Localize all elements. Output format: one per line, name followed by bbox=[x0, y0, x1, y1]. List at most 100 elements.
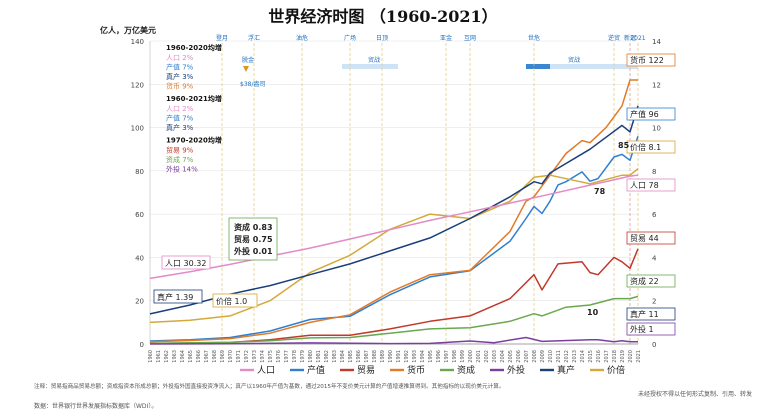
y-left-tick: 40 bbox=[135, 254, 144, 262]
x-tick: 2004 bbox=[500, 350, 506, 363]
legend: 人口 产值 贸易 货币 资成 外投 真产 价倍 bbox=[240, 364, 625, 376]
x-tick: 1999 bbox=[460, 350, 466, 363]
stat-item: 人口 2% bbox=[166, 105, 194, 113]
stat-item: 产值 7% bbox=[166, 63, 194, 72]
x-tick: 1995 bbox=[428, 350, 434, 363]
x-tick: 1967 bbox=[204, 350, 210, 363]
end-label: 货币 122 bbox=[630, 55, 664, 65]
x-tick: 2014 bbox=[580, 350, 586, 363]
chart-title: 世界经济时图 （1960-2021） bbox=[268, 7, 497, 26]
y-left-tick: 60 bbox=[135, 211, 144, 219]
x-tick: 2011 bbox=[556, 350, 562, 363]
start-label: 价倍 1.0 bbox=[216, 296, 247, 306]
x-tick: 1978 bbox=[292, 350, 298, 363]
x-tick: 1971 bbox=[236, 350, 242, 363]
band-2010s-dark bbox=[526, 64, 550, 69]
x-tick: 2017 bbox=[604, 350, 610, 363]
y-left-tick: 140 bbox=[131, 38, 144, 46]
end-label: 贸易 44 bbox=[630, 233, 659, 243]
series-line-trade bbox=[149, 248, 639, 345]
x-tick: 1983 bbox=[332, 350, 338, 363]
x-tick: 2015 bbox=[588, 350, 594, 363]
x-tick: 1972 bbox=[244, 350, 250, 363]
y-right-tick: 0 bbox=[652, 341, 656, 349]
stat-item: 真产 3% bbox=[166, 72, 194, 81]
stat-item: 外投 14% bbox=[166, 165, 198, 174]
stat-item: 货币 9% bbox=[166, 82, 194, 91]
x-tick: 2020 bbox=[628, 350, 634, 363]
x-tick: 1998 bbox=[452, 350, 458, 363]
x-tick: 1969 bbox=[220, 350, 226, 363]
legend-label: 真产 bbox=[557, 364, 575, 376]
series-line-capital bbox=[149, 295, 639, 345]
end-label: 人口 78 bbox=[630, 181, 659, 190]
y-left-tick: 80 bbox=[135, 168, 144, 176]
event-label: 浮汇 bbox=[248, 34, 260, 42]
stat-item: 产值 7% bbox=[166, 114, 194, 123]
callout-value: 10 bbox=[587, 308, 599, 317]
x-tick: 2002 bbox=[484, 350, 490, 363]
start-label-box bbox=[212, 293, 258, 308]
x-tick: 1961 bbox=[156, 350, 162, 363]
y-right-tick: 12 bbox=[652, 81, 661, 89]
end-label: 真产 11 bbox=[630, 309, 659, 319]
y-right-tick: 8 bbox=[652, 168, 656, 176]
end-label-box bbox=[626, 178, 676, 192]
gold-note-arrow bbox=[243, 66, 249, 72]
legend-label: 产值 bbox=[307, 364, 325, 376]
stat-header: 1960-2021均增 bbox=[166, 94, 222, 103]
x-tick: 1989 bbox=[380, 350, 386, 363]
x-tick: 2001 bbox=[476, 350, 482, 363]
start-label-box bbox=[153, 289, 203, 304]
callout-value: 85 bbox=[618, 141, 630, 150]
x-tick: 1988 bbox=[372, 350, 378, 363]
start-box bbox=[228, 217, 278, 261]
chart-source: 数据：世界银行世界发展指标数据库（WDI）。 bbox=[34, 402, 157, 410]
end-label-box bbox=[626, 322, 676, 336]
x-tick: 2012 bbox=[564, 350, 570, 363]
stat-item: 资成 7% bbox=[166, 155, 194, 164]
end-label: 产值 96 bbox=[630, 109, 659, 119]
event-label: 互网 bbox=[464, 35, 476, 42]
x-tick: 2006 bbox=[516, 350, 522, 363]
x-tick: 2003 bbox=[492, 350, 498, 363]
x-tick: 2005 bbox=[508, 350, 514, 363]
legend-label: 外投 bbox=[507, 364, 525, 376]
y-left-tick: 120 bbox=[131, 81, 144, 89]
stat-header: 1970-2020均增 bbox=[166, 136, 222, 145]
x-tick: 1992 bbox=[404, 350, 410, 363]
event-label: 登月 bbox=[216, 34, 228, 42]
x-tick: 1996 bbox=[436, 350, 442, 363]
series-line-gdp bbox=[149, 135, 639, 342]
event-label: 2021 bbox=[630, 35, 645, 42]
y-right-tick: 2 bbox=[652, 298, 656, 306]
event-label: 油危 bbox=[296, 34, 308, 42]
x-tick: 1965 bbox=[188, 350, 194, 363]
event-label: 世危 bbox=[528, 34, 540, 42]
x-tick: 1968 bbox=[212, 350, 218, 363]
x-tick: 1985 bbox=[348, 350, 354, 363]
y-right-tick: 10 bbox=[652, 125, 661, 133]
start-box-line: 贸易 0.75 bbox=[234, 234, 273, 244]
x-tick: 1974 bbox=[260, 350, 266, 363]
series-lines bbox=[149, 79, 639, 345]
callout-value: 78 bbox=[594, 187, 606, 196]
event-label: 广场 bbox=[344, 34, 356, 42]
band-label: 贸战 bbox=[368, 56, 380, 64]
x-tick: 1994 bbox=[420, 350, 426, 363]
series-line-pop bbox=[149, 174, 639, 280]
start-box-line: 外投 0.01 bbox=[234, 246, 273, 256]
start-label: 人口 30.32 bbox=[165, 259, 206, 268]
end-label: 价倍 8.1 bbox=[630, 142, 661, 152]
stat-item: 贸易 9% bbox=[166, 146, 194, 155]
x-tick: 1997 bbox=[444, 350, 450, 363]
chart-note: 注释：贸易指商品贸易总额；资成指资本形成总额；外投指外国直接投资净流入；真产以1… bbox=[34, 382, 504, 390]
x-tick: 2008 bbox=[532, 350, 538, 363]
x-tick: 1964 bbox=[180, 350, 186, 363]
legend-label: 资成 bbox=[457, 364, 475, 376]
x-tick: 1993 bbox=[412, 350, 418, 363]
x-tick: 2019 bbox=[620, 350, 626, 363]
